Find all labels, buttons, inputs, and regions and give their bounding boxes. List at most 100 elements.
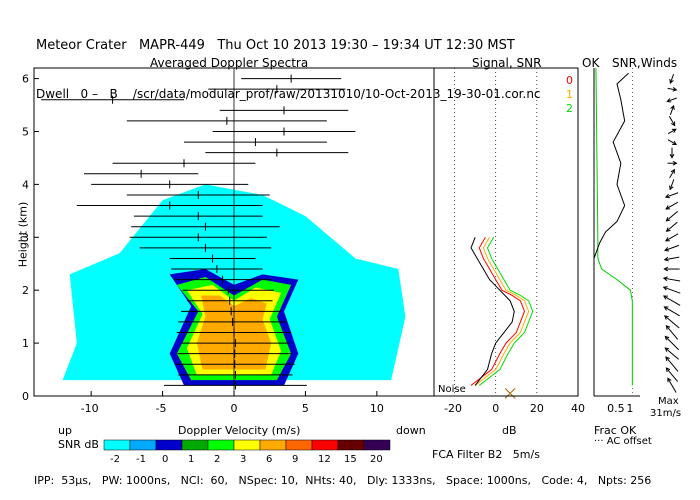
colorbar-swatch <box>181 439 209 451</box>
snr-legend-0: 0 <box>566 74 573 87</box>
winds-title: SNR,Winds <box>612 56 678 70</box>
wind-arrow-head <box>665 216 671 222</box>
colorbar-swatch <box>259 439 287 451</box>
snr-xlabel: dB <box>502 424 517 437</box>
doppler-panel: 0 1 2 3 4 5 6 -10 -5 0 5 10 <box>22 67 435 415</box>
wind-arrow-head <box>666 98 672 103</box>
colorbar-title: SNR dB <box>58 438 99 451</box>
wind-arrow-head <box>669 79 674 85</box>
wind-arrow-head <box>663 266 669 272</box>
ok-tick-label: 0.5 <box>607 402 625 415</box>
wind-arrow <box>664 306 680 317</box>
wind-arrow-head <box>662 295 668 300</box>
wind-arrow-head <box>662 276 668 282</box>
wind-arrow <box>667 139 677 145</box>
wind-arrow-head <box>664 193 670 199</box>
snr-series-noise <box>470 237 515 386</box>
wind-arrow-head <box>664 237 670 242</box>
snr-series-2 <box>478 237 534 386</box>
wind-arrow <box>665 201 679 210</box>
colorbar-label: 15 <box>344 454 357 465</box>
wind-arrow <box>663 286 681 294</box>
wind-arrow <box>666 211 678 222</box>
velocity-tick-label: 10 <box>370 402 384 415</box>
header-line1: Meteor Crater MAPR-449 Thu Oct 10 2013 1… <box>36 38 515 53</box>
wind-arrow <box>665 356 679 372</box>
wind-arrow <box>665 192 679 198</box>
doppler-up-label: up <box>58 424 72 437</box>
snr-tick-label: 0 <box>492 402 499 415</box>
colorbar-swatch <box>285 439 313 451</box>
wind-arrow <box>664 315 680 329</box>
wind-arrow <box>665 367 679 382</box>
wind-arrow-head <box>669 185 674 191</box>
wind-arrow-head <box>665 227 671 232</box>
velocity-tick-label: -10 <box>81 402 99 415</box>
snr-colorbar: -2 -1 0 1 2 3 6 9 12 15 20 <box>103 439 391 465</box>
winds-max-value: 31m/s <box>650 408 682 419</box>
height-tick-label: 6 <box>22 73 29 86</box>
colorbar-swatch <box>337 439 365 451</box>
wind-arrow-head <box>662 286 668 291</box>
wind-arrow-head <box>671 128 677 133</box>
wind-arrow-head <box>664 335 670 341</box>
doppler-xlabel: Doppler Velocity (m/s) <box>178 424 301 437</box>
colorbar-label: 9 <box>292 454 298 465</box>
velocity-tick-label: 5 <box>302 402 309 415</box>
wind-arrow-head <box>670 168 675 174</box>
height-tick-label: 3 <box>22 231 29 244</box>
velocity-tick-label: -5 <box>156 402 167 415</box>
doppler-title: Averaged Doppler Spectra <box>150 56 309 70</box>
wind-arrow-head <box>669 153 675 159</box>
wind-arrow-head <box>665 205 671 210</box>
wind-arrow-head <box>672 87 678 92</box>
wind-arrow-head <box>670 104 675 110</box>
colorbar-label: 20 <box>370 454 383 465</box>
ok-xlabel: Frac OK <box>594 424 637 437</box>
colorbar-swatch <box>207 439 235 451</box>
colorbar-label: 0 <box>162 454 168 465</box>
colorbar-label: -1 <box>136 454 146 465</box>
wind-arrow <box>667 378 677 393</box>
snr-panel: -20 0 20 40 <box>433 67 585 415</box>
colorbar-swatch <box>103 439 131 451</box>
colorbar-label: 6 <box>266 454 272 465</box>
colorbar-label: 2 <box>214 454 220 465</box>
wind-arrow <box>667 87 677 91</box>
wind-arrow-head <box>672 140 678 145</box>
wind-arrow <box>665 233 679 242</box>
doppler-down-label: down <box>396 424 426 437</box>
wind-arrow <box>668 116 676 126</box>
wind-arrow-head <box>664 347 670 352</box>
header: Meteor Crater MAPR-449 Thu Oct 10 2013 1… <box>36 8 541 116</box>
snr-frame <box>433 67 579 397</box>
wind-arrow-head <box>663 306 669 311</box>
ok-panel: 0.5 1 <box>593 67 640 415</box>
wind-arrow-head <box>664 315 669 320</box>
wind-arrow <box>669 179 675 190</box>
wind-arrow-head <box>665 356 670 362</box>
ok-series-frac-ok <box>595 67 633 386</box>
snr-tick-label: 40 <box>571 402 585 415</box>
wind-arrow <box>666 221 678 232</box>
noise-marker <box>504 388 516 399</box>
colorbar-swatch <box>363 439 391 451</box>
wind-arrow <box>667 97 677 102</box>
colorbar-label: 12 <box>318 454 331 465</box>
winds-panel <box>662 73 681 393</box>
snr-series-0 <box>470 237 526 386</box>
snr-legend-1: 1 <box>566 88 573 101</box>
colorbar-label: -2 <box>110 454 120 465</box>
snr-tick-label: -20 <box>444 402 462 415</box>
colorbar-swatch <box>311 439 339 451</box>
colorbar-swatch <box>155 439 183 451</box>
wind-arrow <box>664 256 680 261</box>
height-tick-label: 2 <box>22 284 29 297</box>
footer-fca: FCA Filter B2 5m/s <box>432 448 540 461</box>
snr-title: Signal, SNR <box>472 56 542 70</box>
wind-arrow-head <box>663 256 669 262</box>
snr-tick-label: 20 <box>530 402 544 415</box>
snr-series-1 <box>474 237 530 386</box>
height-tick-label: 1 <box>22 337 29 350</box>
